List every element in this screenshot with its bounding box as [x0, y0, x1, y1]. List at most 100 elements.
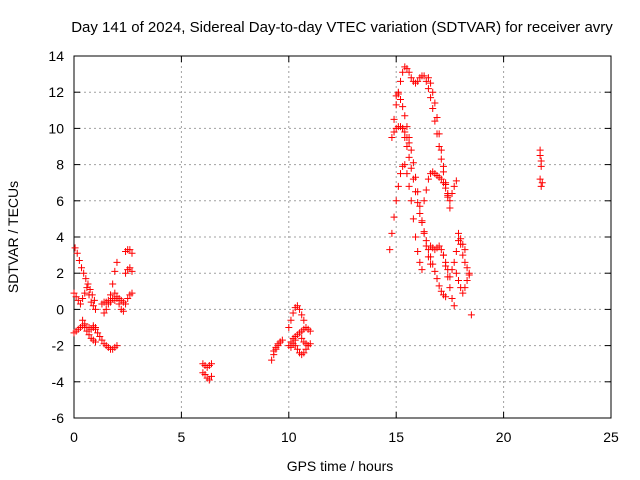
data-point [403, 143, 411, 150]
data-point [416, 209, 424, 217]
data-point [403, 170, 411, 178]
data-point [409, 175, 417, 183]
chart-title: Day 141 of 2024, Sidereal Day-to-day VTE… [71, 19, 613, 36]
data-point [446, 284, 454, 292]
y-tick-label: -4 [52, 374, 65, 390]
data-point [437, 155, 445, 163]
data-point [83, 284, 91, 292]
data-point [102, 305, 110, 313]
data-point [429, 260, 437, 268]
data-point [390, 128, 398, 136]
data-point [452, 177, 460, 185]
data-point [124, 295, 132, 303]
data-point [91, 338, 99, 346]
x-tick-label: 0 [70, 429, 78, 445]
data-point [536, 152, 544, 160]
y-tick-label: -2 [52, 338, 65, 354]
data-point [412, 188, 420, 196]
data-point [87, 298, 95, 306]
data-point [416, 202, 424, 210]
data-point [296, 305, 304, 313]
data-point [422, 77, 430, 85]
data-point [89, 302, 97, 310]
data-point [291, 336, 299, 344]
data-point [126, 264, 134, 272]
data-point [82, 275, 90, 283]
data-point [537, 162, 545, 170]
data-point [461, 246, 469, 254]
data-point [420, 228, 428, 236]
data-point [461, 284, 469, 292]
data-point [388, 229, 396, 237]
y-tick-label: -6 [52, 410, 65, 426]
data-point [270, 347, 278, 355]
x-tick-label: 25 [603, 429, 619, 445]
data-point [401, 112, 409, 120]
data-point [422, 237, 430, 245]
data-point [73, 249, 81, 257]
data-point [201, 371, 209, 379]
data-point [128, 289, 136, 297]
data-point [300, 349, 308, 357]
data-point [388, 133, 396, 141]
data-point [306, 327, 314, 335]
data-point [287, 316, 295, 324]
tick-marks [73, 55, 612, 419]
data-point [403, 123, 411, 131]
data-point [300, 316, 308, 324]
data-point [416, 258, 424, 266]
data-point [422, 186, 430, 194]
x-tick-label: 10 [281, 429, 297, 445]
y-tick-labels: -6 -4 -2 0 2 4 6 8 10 12 14 [48, 48, 64, 426]
data-point [403, 65, 411, 73]
data-point [109, 280, 117, 288]
y-tick-label: 14 [48, 48, 64, 64]
data-point [94, 329, 102, 337]
data-point [424, 85, 432, 93]
data-point [401, 161, 409, 169]
data-point [429, 104, 437, 112]
data-point [442, 262, 450, 270]
data-point [298, 334, 306, 342]
data-point [427, 79, 435, 87]
data-point [122, 269, 130, 277]
data-point [289, 340, 297, 348]
data-point [81, 289, 89, 297]
data-point [306, 340, 314, 348]
data-point [80, 269, 88, 277]
data-point [433, 275, 441, 283]
y-tick-label: 6 [56, 193, 64, 209]
y-tick-label: 8 [56, 157, 64, 173]
data-point [448, 266, 456, 274]
data-point [272, 343, 280, 351]
data-point [437, 246, 445, 254]
data-point [293, 345, 301, 353]
data-point [98, 336, 106, 344]
data-point [424, 175, 432, 183]
data-point [424, 246, 432, 254]
y-tick-label: 10 [48, 120, 64, 136]
data-point [276, 338, 284, 346]
data-point [390, 115, 398, 123]
data-point [401, 133, 409, 141]
data-point [399, 124, 407, 132]
data-point [79, 295, 87, 303]
data-point [407, 146, 415, 154]
data-point [85, 291, 93, 299]
data-point [450, 258, 458, 266]
data-point [104, 300, 112, 308]
y-tick-label: 4 [56, 229, 64, 245]
data-point [405, 153, 413, 161]
data-point [414, 199, 422, 207]
grid [74, 56, 611, 418]
data-point [298, 311, 306, 319]
data-point [399, 68, 407, 76]
data-point [205, 376, 213, 384]
data-point [70, 289, 78, 297]
data-point [207, 360, 215, 368]
data-point [405, 182, 413, 190]
data-point [84, 280, 92, 288]
data-point [427, 94, 435, 102]
data-point [399, 103, 407, 111]
